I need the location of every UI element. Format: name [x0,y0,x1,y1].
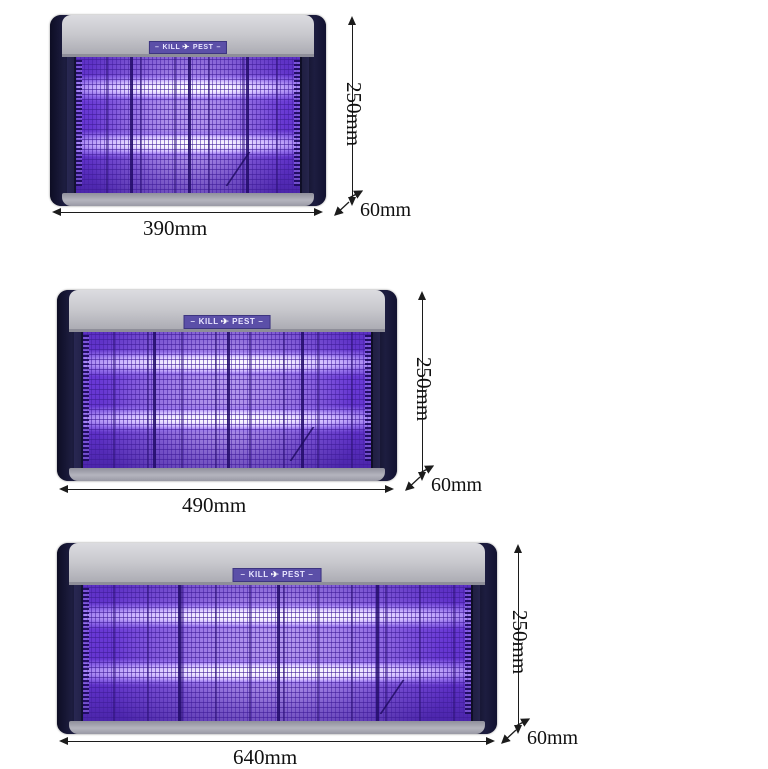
grid-strut [227,326,230,470]
logo-prefix: – [154,44,160,52]
height-label-medium: 250mm [412,357,436,422]
logo-word-kill: KILL [162,44,181,52]
depth-arrow-small [334,190,364,216]
electric-grid [72,51,304,195]
logo-word-pest: PEST [232,317,256,327]
depth-arrow-medium [405,465,435,491]
logo-word-pest: PEST [282,570,306,580]
grid-strut [130,51,133,195]
depth-arrow-large [501,718,531,744]
brand-logo-badge: – KILL ✈ PEST – [183,315,271,330]
logo-word-kill: KILL [248,570,269,580]
brand-logo-badge: – KILL ✈ PEST – [232,568,322,583]
height-label-large: 250mm [508,610,532,675]
logo-prefix: – [190,317,196,327]
top-housing-bar: – KILL ✈ PEST – [69,543,485,586]
product-unit-small: – KILL ✈ PEST – [50,15,326,206]
lamp-coil-right [365,334,372,461]
lamp-coil-right [294,59,301,186]
electric-grid [79,326,375,470]
logo-suffix: – [216,44,222,52]
bottom-rail [69,467,385,481]
lamp-coil-left [75,59,82,186]
top-housing-bar: – KILL ✈ PEST – [62,15,314,58]
width-label-medium: 490mm [182,493,247,517]
zapper-body: – KILL ✈ PEST – [50,15,326,206]
mosquito-icon: ✈ [220,317,231,327]
grid-strut [376,579,379,723]
height-label-small: 250mm [342,82,366,147]
grid-strut [301,326,304,470]
grid-strut [188,51,191,195]
zapper-body: – KILL ✈ PEST – [57,543,497,734]
depth-label-small: 60mm [360,199,412,221]
lamp-coil-left [82,587,89,714]
product-unit-large: – KILL ✈ PEST – [57,543,497,734]
depth-label-large: 60mm [527,727,579,749]
brand-logo-badge: – KILL ✈ PEST – [148,41,228,55]
logo-suffix: – [258,317,264,327]
top-housing-bar: – KILL ✈ PEST – [69,290,385,333]
grid-strut [153,326,156,470]
mosquito-icon: ✈ [270,570,281,580]
logo-word-kill: KILL [198,317,219,327]
grid-strut [277,579,280,723]
logo-prefix: – [240,570,246,580]
product-unit-medium: – KILL ✈ PEST – [57,290,397,481]
grid-strut [178,579,181,723]
lamp-coil-right [465,587,472,714]
mosquito-icon: ✈ [182,44,191,52]
grid-strut [246,51,249,195]
zapper-body: – KILL ✈ PEST – [57,290,397,481]
depth-label-medium: 60mm [431,474,483,496]
lamp-coil-left [82,334,89,461]
width-label-small: 390mm [143,216,208,240]
logo-suffix: – [308,570,314,580]
bottom-rail [69,720,485,734]
logo-word-pest: PEST [192,44,214,52]
width-label-large: 640mm [233,745,298,769]
bottom-rail [62,192,314,206]
electric-grid [79,579,475,723]
